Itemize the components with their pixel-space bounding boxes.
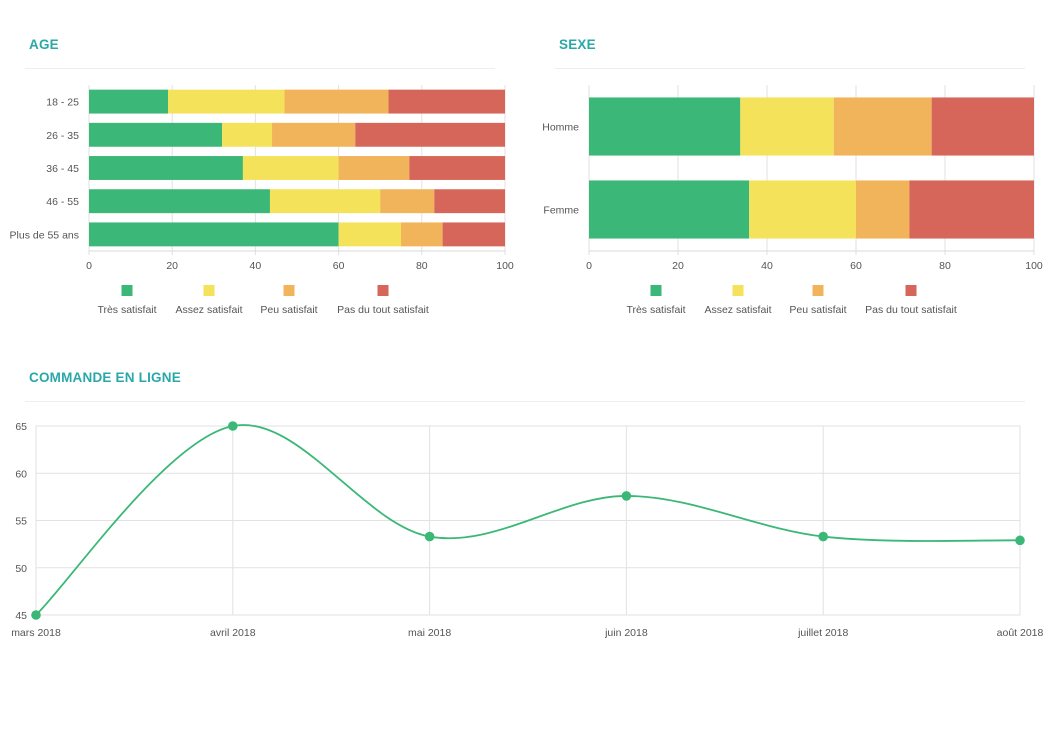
sexe-x-tick-label: 100 [1025,260,1043,272]
commande-y-tick-label: 55 [15,516,27,528]
sexe-legend-swatch [905,285,917,296]
commande-data-point [621,491,632,501]
sexe-legend-label: Peu satisfait [789,304,846,316]
age-bar-segment [355,122,505,147]
sexe-legend-swatch [732,285,744,296]
age-legend-label: Pas du tout satisfait [337,304,429,316]
sexe-legend-label: Pas du tout satisfait [865,304,957,316]
age-category-label: Plus de 55 ans [10,229,79,241]
sexe-bar-segment [589,180,750,239]
age-bar-segment [222,122,273,147]
age-panel-title: AGE [29,37,59,52]
sexe-x-tick-label: 40 [761,260,773,272]
sexe-panel-divider [555,68,1025,69]
commande-x-tick-label: mai 2018 [408,627,451,639]
age-x-tick-label: 80 [416,260,428,272]
commande-series-line [35,424,1021,616]
age-category-label: 18 - 25 [46,97,79,109]
commande-panel-title: COMMANDE EN LIGNE [29,370,181,385]
age-legend-swatch [377,285,389,296]
age-bar-segment [272,122,356,147]
commande-y-tick-label: 65 [15,421,27,433]
age-x-tick-label: 0 [86,260,92,272]
age-bar-segment [168,89,285,114]
age-x-tick-label: 60 [333,260,345,272]
age-bar-segment [89,122,223,147]
age-legend-label: Assez satisfait [175,304,242,316]
age-legend-swatch [121,285,133,296]
age-bar-segment [89,89,169,114]
age-legend-label: Peu satisfait [260,304,317,316]
sexe-x-tick-label: 0 [586,260,592,272]
age-legend-label: Très satisfait [97,304,156,316]
sexe-bar-segment [909,180,1034,239]
sexe-x-tick-label: 60 [850,260,862,272]
sexe-category-label: Femme [543,205,579,217]
commande-y-tick-label: 50 [15,563,27,575]
commande-data-point [424,531,435,542]
sexe-panel-title: SEXE [559,37,596,52]
age-bar-segment [89,156,243,180]
sexe-x-tick-label: 80 [939,260,951,272]
commande-data-point [818,531,828,542]
age-legend-swatch [203,285,215,296]
commande-x-tick-label: juin 2018 [604,627,648,639]
commande-data-point [228,421,238,431]
sexe-legend-swatch [812,285,824,296]
age-x-tick-label: 100 [496,260,514,272]
commande-x-tick-label: avril 2018 [210,627,256,639]
sexe-bar-segment [589,97,741,156]
age-bar-segment [242,156,339,180]
age-panel-divider [25,68,495,69]
age-bar-segment [89,189,270,214]
age-bar-segment [380,189,435,214]
age-x-tick-label: 40 [250,260,262,272]
age-bar-segment [401,222,443,247]
commande-y-tick-label: 45 [15,610,27,622]
age-x-tick-label: 20 [166,260,178,272]
age-category-label: 36 - 45 [46,163,79,175]
age-bar-segment [269,189,381,214]
age-bar-segment [338,156,410,180]
age-bar-segment [388,89,505,114]
sexe-bar-segment [749,180,856,239]
commande-data-point [1015,535,1025,546]
commande-x-tick-label: juillet 2018 [797,627,848,639]
age-bar-segment [442,222,505,247]
sexe-x-tick-label: 20 [672,260,684,272]
sexe-legend-swatch [650,285,662,296]
sexe-legend-label: Très satisfait [626,304,685,316]
commande-data-point [31,610,41,620]
age-bar-segment [434,189,505,214]
commande-panel-divider [25,401,1025,402]
age-category-label: 46 - 55 [46,196,79,208]
age-bar-segment [284,89,389,114]
age-bar-segment [338,222,401,247]
commande-x-tick-label: août 2018 [997,627,1044,639]
sexe-bar-segment [856,180,910,239]
age-category-label: 26 - 35 [46,130,79,142]
sexe-bar-segment [931,97,1034,156]
sexe-bar-segment [740,97,834,156]
commande-y-tick-label: 60 [15,468,27,480]
age-bar-segment [409,156,505,180]
age-legend-swatch [283,285,295,296]
sexe-category-label: Homme [542,122,579,134]
sexe-legend-label: Assez satisfait [704,304,771,316]
sexe-bar-segment [833,97,932,156]
commande-x-tick-label: mars 2018 [11,627,61,639]
age-bar-segment [89,222,339,247]
